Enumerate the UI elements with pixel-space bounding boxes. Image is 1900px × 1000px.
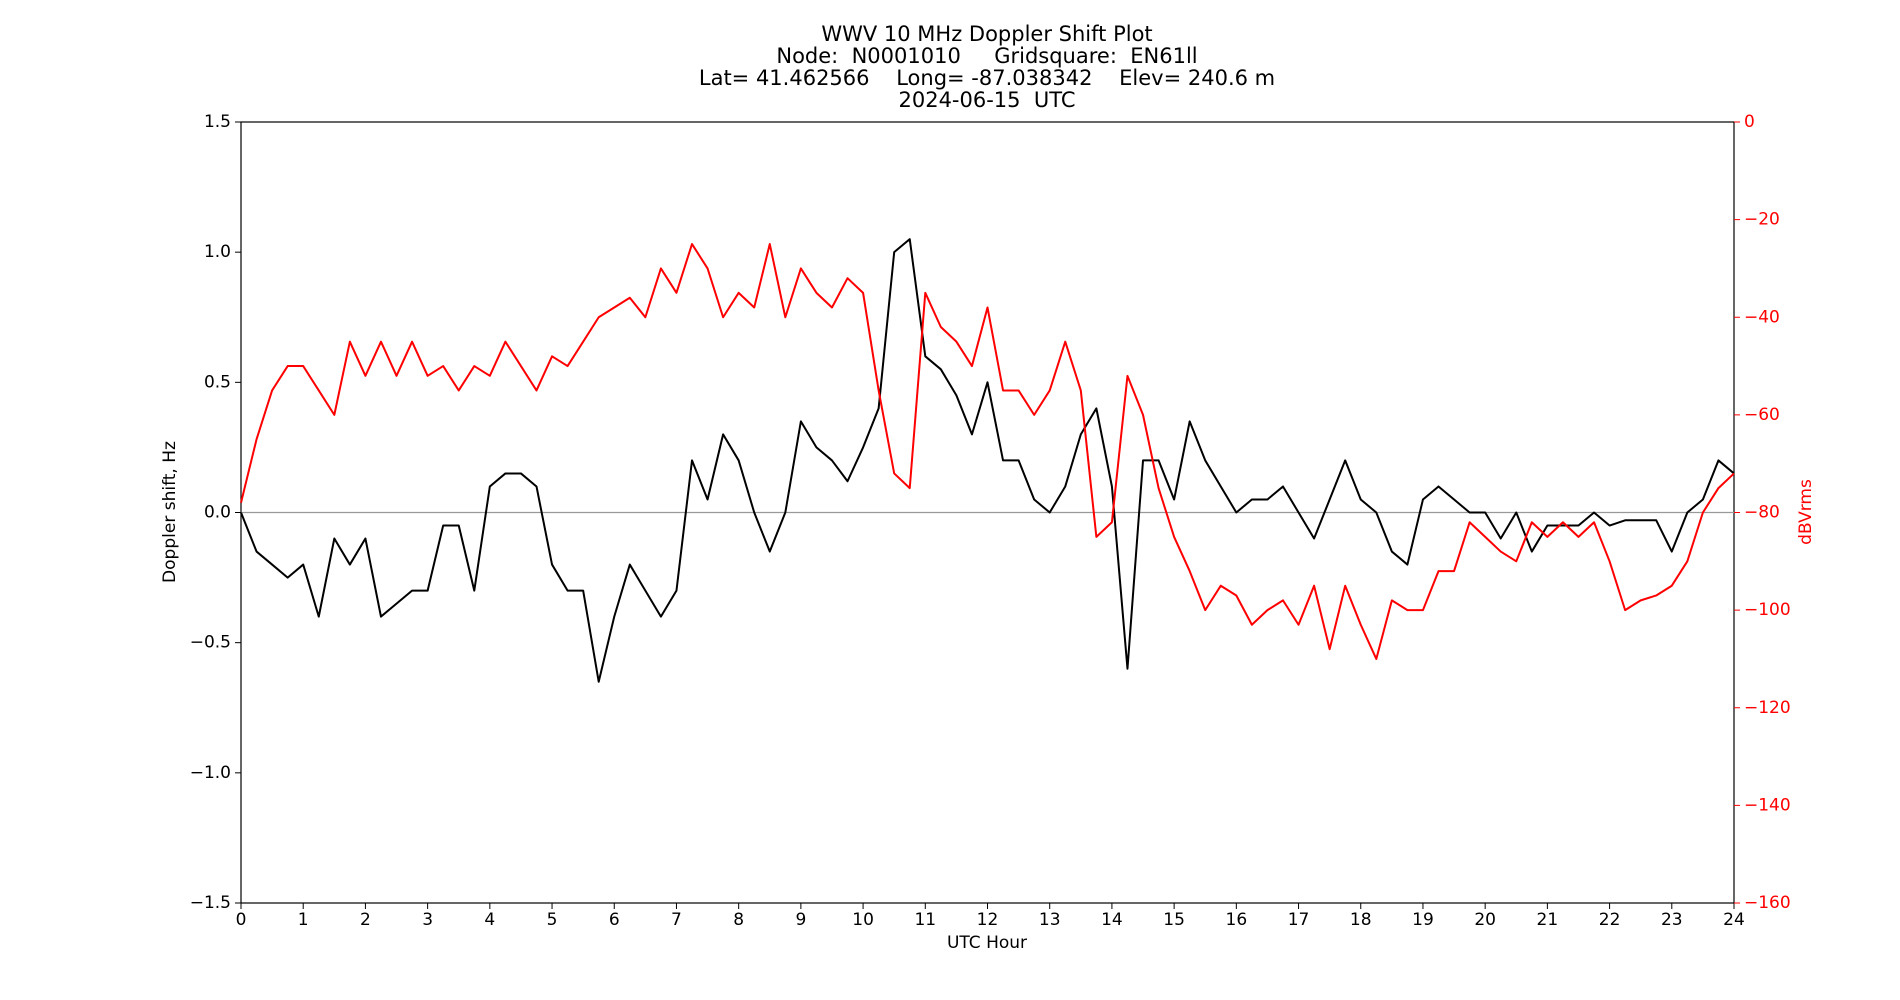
y2-axis-label: dBVrms [1796,479,1816,545]
x-tick-label: 13 [1039,910,1061,930]
x-tick-label: 7 [671,910,682,930]
x-tick-label: 11 [914,910,936,930]
x-tick-label: 12 [977,910,999,930]
x-tick-label: 3 [422,910,433,930]
y2-tick-label: −100 [1744,600,1791,620]
y2-tick-label: −140 [1744,795,1791,815]
series-line [240,238,1735,683]
title-line: WWV 10 MHz Doppler Shift Plot [821,22,1152,46]
y-tick-label: −0.5 [190,633,231,653]
x-tick-label: 15 [1163,910,1185,930]
x-tick-label: 19 [1412,910,1434,930]
x-tick-label: 23 [1661,910,1683,930]
y-axis-label: Doppler shift, Hz [160,441,180,583]
y2-tick-label: −80 [1744,503,1780,523]
x-tick-label: 1 [298,910,309,930]
y2-tick-label: −160 [1744,893,1791,913]
y2-tick-label: −40 [1744,307,1780,327]
x-tick-label: 9 [795,910,806,930]
title-line: Lat= 41.462566 Long= -87.038342 Elev= 24… [699,66,1275,90]
y2-tick-label: −120 [1744,698,1791,718]
x-tick-label: 21 [1537,910,1559,930]
y2-tick-label: 0 [1744,112,1755,132]
y-tick-label: 0.0 [204,503,231,523]
x-tick-label: 5 [547,910,558,930]
x-tick-label: 22 [1599,910,1621,930]
title-line: Node: N0001010 Gridsquare: EN61ll [776,44,1197,68]
x-tick-label: 24 [1723,910,1745,930]
x-tick-label: 4 [484,910,495,930]
x-tick-label: 10 [852,910,874,930]
y-tick-label: 0.5 [204,372,231,392]
x-tick-label: 8 [733,910,744,930]
y-tick-label: −1.0 [190,763,231,783]
series-line [240,243,1735,660]
x-tick-label: 0 [236,910,247,930]
y-tick-label: 1.5 [204,112,231,132]
x-tick-label: 14 [1101,910,1123,930]
y2-tick-label: −20 [1744,210,1780,230]
x-tick-label: 18 [1350,910,1372,930]
x-tick-label: 16 [1226,910,1248,930]
x-tick-label: 2 [360,910,371,930]
y-tick-label: 1.0 [204,242,231,262]
x-tick-label: 20 [1474,910,1496,930]
title-line: 2024-06-15 UTC [898,88,1075,112]
x-tick-label: 17 [1288,910,1310,930]
y2-tick-label: −60 [1744,405,1780,425]
y-tick-label: −1.5 [190,893,231,913]
x-axis-label: UTC Hour [947,933,1027,953]
x-tick-label: 6 [609,910,620,930]
